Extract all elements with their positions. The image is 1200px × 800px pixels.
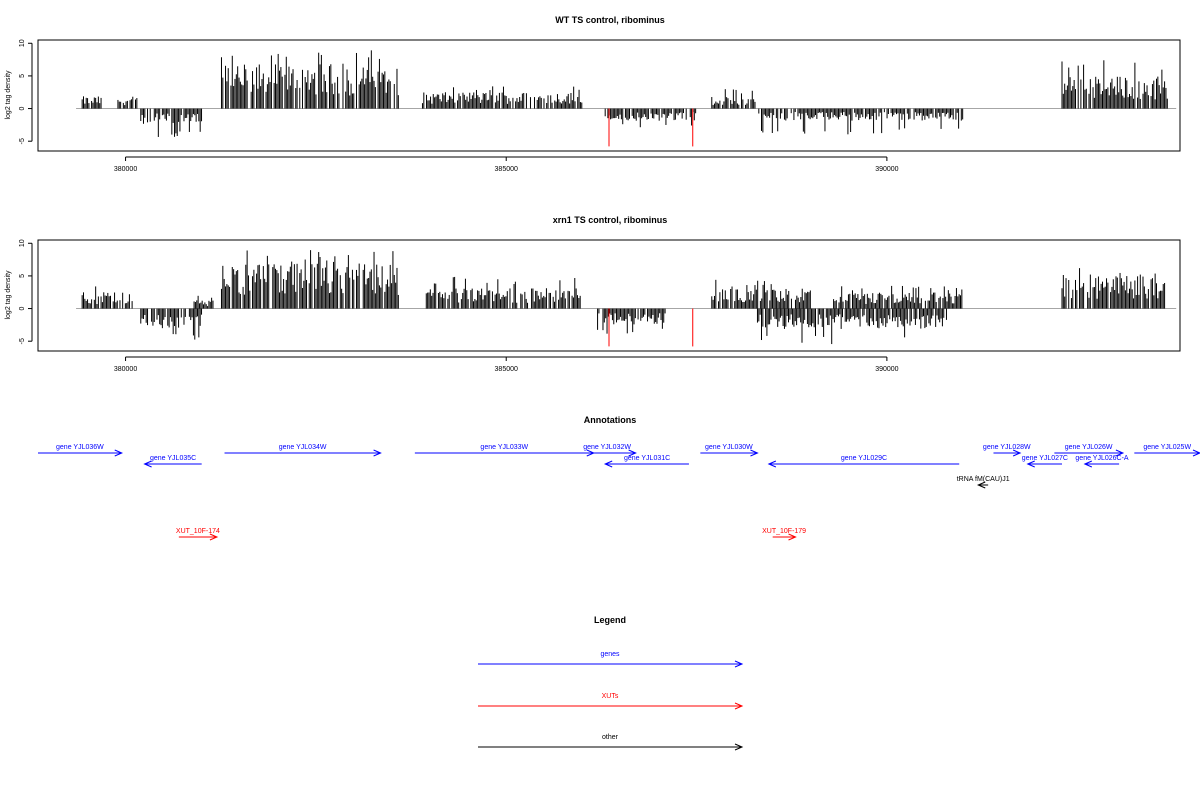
- panel-title: WT TS control, ribominus: [555, 15, 665, 25]
- feature-gene: gene YJL035C: [143, 455, 202, 468]
- feature-label: tRNA fM(CAU)J1: [957, 476, 1010, 483]
- annotations-title: Annotations: [584, 415, 637, 425]
- feature-gene: gene YJL027C: [1022, 455, 1068, 468]
- y-tick-label: -5: [19, 338, 26, 344]
- feature-label: gene YJL036W: [56, 444, 104, 451]
- feature-label: gene YJL033W: [480, 444, 528, 451]
- plot-frame: [37, 239, 1181, 352]
- bar-series: [76, 250, 1177, 347]
- feature-label: gene YJL035C: [150, 455, 196, 462]
- feature-label: gene YJL027C: [1022, 455, 1068, 462]
- feature-label: gene YJL028W: [983, 444, 1031, 451]
- y-tick-label: 10: [19, 39, 26, 47]
- panel-xrn1: xrn1 TS control, ribominus log2 tag dens…: [5, 215, 1181, 373]
- y-tick-label: 10: [19, 239, 26, 247]
- x-tick-label: 385000: [495, 366, 518, 373]
- feature-label: gene YJL034W: [279, 444, 327, 451]
- legend-item-XUTs: XUTs: [478, 693, 744, 710]
- feature-label: gene YJL026W: [1065, 444, 1113, 451]
- feature-gene: gene YJL031C: [603, 455, 689, 468]
- feature-label: gene YJL026C-A: [1075, 455, 1129, 462]
- feature-list: gene YJL036W gene YJL035C gene YJL034W gene…: [38, 444, 1200, 541]
- plot-frame: [37, 39, 1181, 152]
- y-tick-label: -5: [19, 138, 26, 144]
- x-tick-label: 380000: [114, 366, 137, 373]
- x-tick-label: 380000: [114, 166, 137, 173]
- feature-label: XUT_10F-174: [176, 528, 220, 535]
- x-tick-label: 390000: [875, 366, 898, 373]
- y-tick-label: 5: [19, 274, 26, 278]
- feature-label: gene YJL032W: [583, 444, 631, 451]
- legend-label: XUTs: [602, 693, 619, 700]
- feature-label: XUT_10F-179: [762, 528, 806, 535]
- feature-label: gene YJL025W: [1143, 444, 1191, 451]
- legend-items: genes XUTs other: [478, 651, 744, 751]
- legend-title: Legend: [594, 615, 626, 625]
- y-axis-label: log2 tag density: [5, 270, 12, 320]
- feature-gene: gene YJL026C-A: [1075, 455, 1129, 468]
- x-axis: 380000 385000 390000: [114, 156, 899, 173]
- y-tick-label: 0: [19, 107, 26, 111]
- feature-xut: XUT_10F-174: [176, 528, 220, 541]
- feature-xut: XUT_10F-179: [762, 528, 806, 541]
- legend: Legend genes XUTs other: [478, 615, 744, 751]
- y-axis: -5 0 5 10: [19, 239, 33, 344]
- bar-series: [76, 50, 1177, 147]
- feature-gene: gene YJL036W: [38, 444, 124, 457]
- feature-gene: gene YJL033W: [414, 444, 596, 457]
- feature-gene: gene YJL034W: [224, 444, 382, 457]
- y-tick-label: 0: [19, 307, 26, 311]
- feature-label: gene YJL029C: [841, 455, 887, 462]
- feature-label: gene YJL030W: [705, 444, 753, 451]
- x-tick-label: 390000: [875, 166, 898, 173]
- panel-wt: WT TS control, ribominus log2 tag densit…: [5, 15, 1181, 173]
- feature-label: gene YJL031C: [624, 455, 670, 462]
- feature-gene: gene YJL030W: [700, 444, 759, 457]
- y-axis: -5 0 5 10: [19, 39, 33, 144]
- y-axis-label: log2 tag density: [5, 70, 12, 120]
- x-axis: 380000 385000 390000: [114, 356, 899, 373]
- feature-gene: gene YJL026W: [1054, 444, 1125, 457]
- feature-gene: gene YJL028W: [983, 444, 1031, 457]
- feature-gene: gene YJL032W: [578, 444, 637, 457]
- y-tick-label: 5: [19, 74, 26, 78]
- panel-title: xrn1 TS control, ribominus: [553, 215, 668, 225]
- legend-label: other: [602, 734, 619, 741]
- x-tick-label: 385000: [495, 166, 518, 173]
- feature-gene: gene YJL025W: [1134, 444, 1200, 457]
- feature-other: tRNA fM(CAU)J1: [957, 476, 1010, 489]
- legend-item-genes: genes: [478, 651, 744, 668]
- feature-gene: gene YJL029C: [767, 455, 960, 468]
- legend-label: genes: [600, 651, 620, 658]
- legend-item-other: other: [478, 734, 744, 751]
